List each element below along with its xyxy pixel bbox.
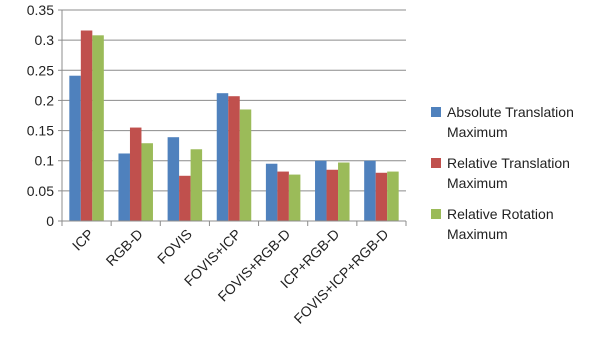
legend-label: Absolute Translation: [447, 104, 574, 120]
x-tick-label: ICP: [69, 226, 97, 254]
bar: [326, 169, 339, 221]
y-tick-label: 0: [46, 213, 54, 229]
bar: [315, 160, 327, 221]
y-tick-label: 0.2: [35, 92, 55, 108]
bar: [216, 93, 229, 221]
legend-label: Relative Rotation: [447, 206, 554, 222]
bar: [80, 30, 93, 221]
bar: [338, 162, 350, 221]
bar: [265, 163, 278, 221]
y-tick-label: 0.3: [35, 32, 55, 48]
legend: Absolute Translation Maximum Relative Tran…: [431, 104, 574, 242]
bar: [239, 109, 252, 221]
axes: [61, 10, 406, 222]
legend-swatch: [431, 158, 441, 168]
legend-swatch: [431, 107, 441, 117]
y-tick-label: 0.35: [27, 2, 54, 18]
bar: [387, 171, 399, 221]
bar: [92, 35, 104, 221]
bar: [69, 75, 81, 221]
y-axis-ticks: 0 0.05 0.1 0.15 0.2 0.25 0.3 0.35: [27, 2, 54, 229]
x-axis-ticks: ICP RGB-D FOVISFOVIS+ICPFOVIS+RGB-DICP+RGB…: [61, 221, 407, 327]
bar: [167, 137, 180, 221]
legend-label: Maximum: [447, 226, 508, 242]
legend-label: Relative Translation: [447, 155, 570, 171]
bars: [69, 30, 399, 221]
y-tick-label: 0.1: [35, 153, 55, 169]
y-tick-label: 0.25: [27, 62, 54, 78]
x-tick-label: FOVIS: [154, 226, 195, 267]
bar: [277, 171, 289, 221]
bar: [179, 175, 191, 221]
legend-label: Maximum: [447, 124, 508, 140]
x-tick-label: RGB-D: [103, 226, 146, 269]
bar: [364, 160, 376, 221]
legend-label: Maximum: [447, 175, 508, 191]
bar: [118, 153, 130, 221]
bar: [190, 149, 203, 221]
bar: [375, 172, 388, 221]
x-tick-label: FOVIS+ICP+RGB-D: [291, 226, 392, 327]
bar: [288, 174, 301, 221]
legend-swatch: [431, 209, 441, 219]
bar: [129, 127, 142, 221]
bar: [141, 143, 153, 221]
y-tick-label: 0.05: [27, 183, 54, 199]
y-tick-label: 0.15: [27, 123, 54, 139]
bar: [228, 96, 240, 221]
